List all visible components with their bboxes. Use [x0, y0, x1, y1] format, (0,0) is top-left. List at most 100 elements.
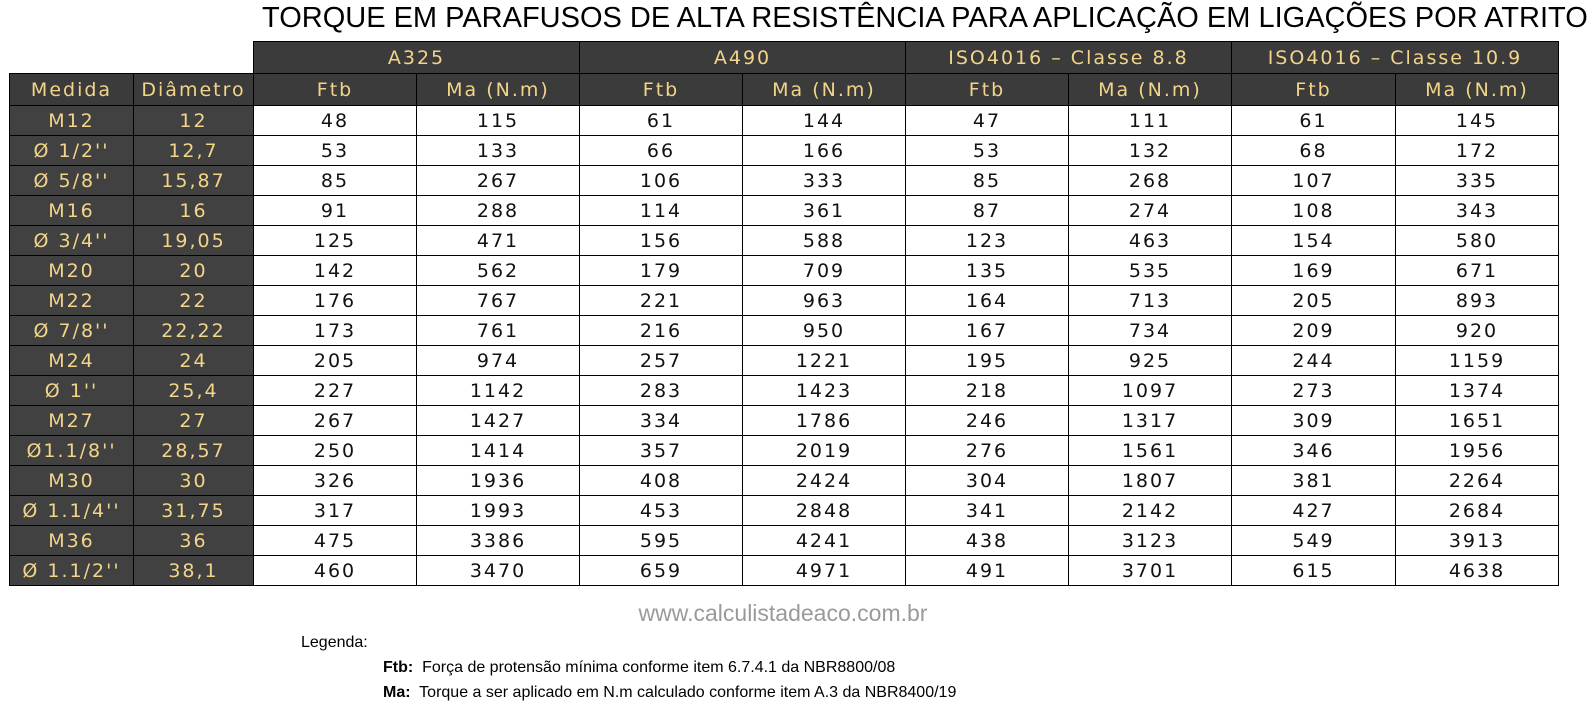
cell: 274 — [1068, 195, 1232, 226]
cell: 166 — [742, 135, 906, 166]
row-label: Ø 1.1/4'' — [9, 495, 134, 526]
row-label: M27 — [9, 405, 134, 436]
row-label: 25,4 — [133, 375, 254, 406]
row-label: 22 — [133, 285, 254, 316]
row-label: M30 — [9, 465, 134, 496]
cell: 169 — [1231, 255, 1396, 286]
cell: 2264 — [1395, 465, 1559, 496]
cell: 205 — [253, 345, 417, 376]
cell: 142 — [253, 255, 417, 286]
table-row: Ø 1'' 25,4 227 1142 283 1423 218 1097 273 1374 — [9, 375, 1559, 406]
row-label: 36 — [133, 525, 254, 556]
group-header-row: A325 A490 ISO4016 – Classe 8.8 ISO4016 – Cl… — [9, 41, 1559, 74]
column-header: Ftb — [579, 73, 743, 106]
column-header: Ftb — [253, 73, 417, 106]
cell: 549 — [1231, 525, 1396, 556]
column-header: Ftb — [905, 73, 1069, 106]
cell: 460 — [253, 555, 417, 586]
table-row: M16 16 91 288 114 361 87 274 108 343 — [9, 195, 1559, 226]
cell: 317 — [253, 495, 417, 526]
table-row: Ø 1.1/4'' 31,75 317 1993 453 2848 341 2142 427 26… — [9, 495, 1559, 526]
row-label: 20 — [133, 255, 254, 286]
cell: 925 — [1068, 345, 1232, 376]
cell: 2848 — [742, 495, 906, 526]
website: www.calculistadeaco.com.br — [638, 600, 928, 626]
cell: 205 — [1231, 285, 1396, 316]
cell: 588 — [742, 225, 906, 256]
cell: 108 — [1231, 195, 1396, 226]
cell: 893 — [1395, 285, 1559, 316]
row-label: 27 — [133, 405, 254, 436]
cell: 357 — [579, 435, 743, 466]
cell: 381 — [1231, 465, 1396, 496]
cell: 227 — [253, 375, 417, 406]
cell: 66 — [579, 135, 743, 166]
cell: 475 — [253, 525, 417, 556]
row-label: 31,75 — [133, 495, 254, 526]
legend-term: Ftb: — [383, 659, 414, 676]
table-row: M36 36 475 3386 595 4241 438 3123 549 3913 — [9, 525, 1559, 556]
cell: 288 — [416, 195, 580, 226]
cell: 1097 — [1068, 375, 1232, 406]
cell: 172 — [1395, 135, 1559, 166]
cell: 87 — [905, 195, 1069, 226]
cell: 133 — [416, 135, 580, 166]
column-header-row: Medida Diâmetro Ftb Ma (N.m) Ftb Ma (N.m) Ftb M… — [9, 73, 1559, 106]
cell: 123 — [905, 225, 1069, 256]
cell: 659 — [579, 555, 743, 586]
cell: 267 — [416, 165, 580, 196]
table-row: M24 24 205 974 257 1221 195 925 244 1159 — [9, 345, 1559, 376]
row-label: M20 — [9, 255, 134, 286]
table-row: Ø1.1/8'' 28,57 250 1414 357 2019 276 1561 346 195… — [9, 435, 1559, 466]
table-row: M27 27 267 1427 334 1786 246 1317 309 1651 — [9, 405, 1559, 436]
row-label: M22 — [9, 285, 134, 316]
column-header: Ftb — [1231, 73, 1396, 106]
cell: 268 — [1068, 165, 1232, 196]
cell: 3701 — [1068, 555, 1232, 586]
cell: 463 — [1068, 225, 1232, 256]
cell: 144 — [742, 105, 906, 136]
cell: 453 — [579, 495, 743, 526]
cell: 106 — [579, 165, 743, 196]
cell: 335 — [1395, 165, 1559, 196]
cell: 1221 — [742, 345, 906, 376]
cell: 346 — [1231, 435, 1396, 466]
column-header: Ma (N.m) — [1395, 73, 1559, 106]
cell: 1956 — [1395, 435, 1559, 466]
cell: 283 — [579, 375, 743, 406]
row-label: 15,87 — [133, 165, 254, 196]
row-label: 16 — [133, 195, 254, 226]
table-row: Ø 1.1/2'' 38,1 460 3470 659 4971 491 3701 615 463… — [9, 555, 1559, 586]
cell: 135 — [905, 255, 1069, 286]
cell: 1993 — [416, 495, 580, 526]
cell: 68 — [1231, 135, 1396, 166]
row-label: 28,57 — [133, 435, 254, 466]
legend-item: Ftb: Força de protensão mínima conforme … — [383, 659, 895, 677]
cell: 920 — [1395, 315, 1559, 346]
cell: 167 — [905, 315, 1069, 346]
cell: 361 — [742, 195, 906, 226]
column-header: Ma (N.m) — [742, 73, 906, 106]
cell: 273 — [1231, 375, 1396, 406]
row-label: M36 — [9, 525, 134, 556]
column-header: Ma (N.m) — [1068, 73, 1232, 106]
group-header: ISO4016 – Classe 10.9 — [1231, 41, 1559, 74]
cell: 61 — [579, 105, 743, 136]
column-header: Ma (N.m) — [416, 73, 580, 106]
cell: 91 — [253, 195, 417, 226]
cell: 734 — [1068, 315, 1232, 346]
cell: 974 — [416, 345, 580, 376]
cell: 276 — [905, 435, 1069, 466]
cell: 257 — [579, 345, 743, 376]
row-label: 30 — [133, 465, 254, 496]
torque-table: A325 A490 ISO4016 – Classe 8.8 ISO4016 – Cl… — [9, 41, 1559, 586]
cell: 1414 — [416, 435, 580, 466]
cell: 595 — [579, 525, 743, 556]
cell: 343 — [1395, 195, 1559, 226]
row-label: Ø 3/4'' — [9, 225, 134, 256]
cell: 1427 — [416, 405, 580, 436]
cell: 216 — [579, 315, 743, 346]
group-header: ISO4016 – Classe 8.8 — [905, 41, 1232, 74]
row-label: 12 — [133, 105, 254, 136]
cell: 535 — [1068, 255, 1232, 286]
